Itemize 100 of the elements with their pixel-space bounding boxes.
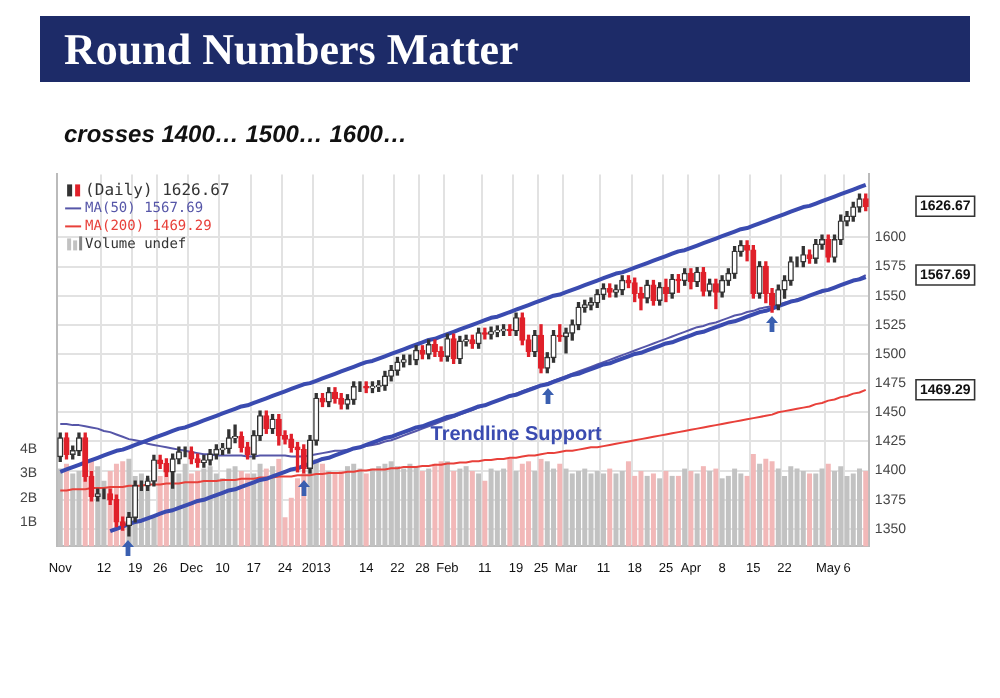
candlestick	[862, 193, 869, 212]
bar	[763, 458, 769, 547]
bar	[750, 454, 756, 547]
candlestick	[381, 370, 388, 391]
candlestick	[63, 432, 70, 460]
candlestick	[488, 326, 495, 340]
candlestick	[600, 283, 607, 300]
candlestick	[619, 275, 626, 296]
candlestick	[537, 324, 545, 374]
candlestick	[438, 346, 445, 362]
candlestick	[594, 289, 601, 308]
candlestick	[183, 446, 187, 458]
candlestick	[150, 454, 157, 487]
candlestick	[481, 327, 488, 340]
candlestick	[325, 387, 332, 408]
bar	[863, 471, 869, 547]
candlestick	[94, 488, 101, 502]
candlestick	[662, 278, 669, 303]
bar	[157, 475, 163, 547]
bar	[769, 461, 775, 547]
bar	[432, 463, 438, 547]
candlestick	[587, 297, 595, 311]
bar	[188, 473, 194, 547]
bar	[320, 463, 325, 547]
candlestick	[675, 274, 682, 293]
candlestick	[681, 268, 688, 286]
bar	[557, 463, 563, 547]
candlestick	[750, 244, 757, 299]
candlestick	[650, 279, 657, 306]
bar	[451, 471, 457, 547]
candlestick	[513, 312, 520, 336]
candlestick	[825, 234, 832, 263]
candlestick	[300, 444, 307, 474]
bar	[638, 471, 644, 547]
candlestick	[157, 454, 164, 469]
candlestick	[812, 239, 819, 264]
candlestick	[687, 268, 694, 290]
bar	[195, 471, 201, 547]
bar	[363, 473, 369, 547]
legend-label: (Daily) 1626.67	[85, 180, 230, 199]
candlestick	[400, 354, 407, 368]
candlestick	[506, 324, 513, 336]
bar	[519, 463, 525, 547]
candlestick	[413, 345, 420, 366]
candlestick	[431, 339, 438, 357]
candlestick	[269, 413, 276, 434]
bar	[650, 473, 656, 547]
bar	[607, 468, 613, 547]
candlestick	[213, 444, 220, 460]
candlestick	[394, 356, 401, 376]
candlestick	[731, 246, 738, 279]
bar	[807, 473, 813, 547]
candlestick	[275, 413, 282, 446]
bar	[63, 463, 69, 547]
bar	[526, 461, 532, 547]
bar	[625, 461, 631, 547]
candlestick	[207, 448, 214, 466]
candlestick	[475, 327, 482, 349]
bar	[538, 458, 544, 547]
bar	[419, 471, 425, 547]
bar	[332, 473, 338, 547]
candlestick	[656, 282, 663, 306]
candlestick	[102, 488, 106, 500]
bar	[507, 458, 513, 547]
candlestick	[331, 387, 339, 404]
candlestick	[694, 267, 701, 288]
candlestick	[562, 327, 570, 354]
candlestick	[200, 454, 207, 468]
bar	[700, 466, 706, 547]
bar	[469, 471, 475, 547]
bar	[713, 468, 719, 547]
candlestick	[669, 274, 676, 299]
candlestick	[456, 335, 463, 364]
bar	[238, 471, 244, 547]
candlestick	[556, 324, 563, 342]
candlestick	[225, 429, 232, 454]
bar	[263, 468, 269, 547]
candlestick	[500, 324, 507, 336]
candlestick	[712, 278, 719, 310]
bar	[663, 471, 669, 547]
bar	[276, 458, 282, 547]
bar	[338, 471, 344, 547]
candlestick	[350, 381, 357, 405]
candlestick	[637, 286, 645, 311]
candlestick	[756, 261, 763, 299]
bar	[675, 475, 681, 547]
chart-subtitle: crosses 1400… 1500… 1600…	[64, 120, 407, 148]
candlestick	[75, 432, 83, 457]
candlestick	[425, 339, 432, 360]
annotation: Trendline Support	[430, 424, 603, 447]
bar	[482, 480, 488, 547]
candlestick	[719, 275, 726, 298]
chart-title: Round Numbers Matter	[40, 16, 970, 82]
candlestick	[531, 330, 538, 357]
bar	[825, 463, 831, 547]
candlestick	[850, 201, 857, 222]
bar	[688, 471, 694, 547]
candlestick	[238, 431, 245, 453]
candlestick	[444, 333, 451, 362]
candlestick	[163, 458, 170, 478]
